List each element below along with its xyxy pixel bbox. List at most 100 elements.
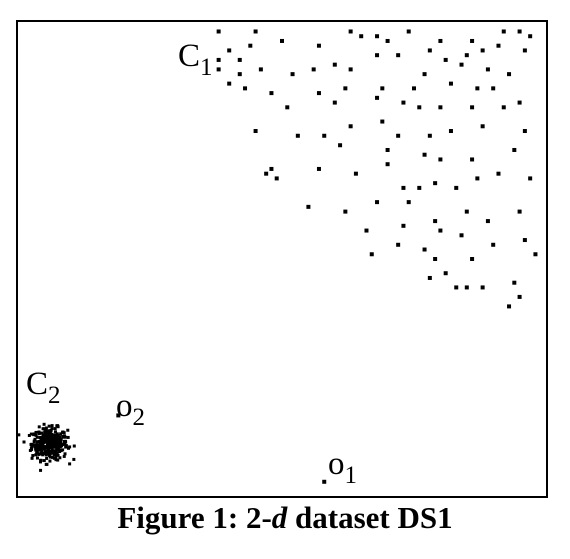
- point-c2: [72, 444, 76, 448]
- point-c1: [464, 53, 469, 58]
- point-c1: [491, 242, 496, 247]
- point-c2: [35, 456, 39, 460]
- point-c2: [43, 430, 47, 434]
- point-c1: [216, 67, 221, 72]
- point-c1: [454, 185, 459, 190]
- annotations: C1 C2 o2 o1: [26, 38, 357, 489]
- point-c1: [448, 129, 453, 134]
- point-c1: [343, 209, 348, 214]
- point-c2: [54, 435, 58, 439]
- point-c1: [406, 29, 411, 34]
- point-c2: [44, 426, 48, 430]
- point-c1: [438, 157, 443, 162]
- point-c1: [264, 171, 269, 176]
- point-c1: [280, 38, 284, 43]
- point-c2: [50, 432, 54, 436]
- annotation-o2: o2: [116, 388, 145, 431]
- point-c2: [43, 439, 47, 443]
- point-c1: [401, 223, 406, 228]
- point-c2: [47, 451, 51, 455]
- point-c1: [522, 129, 527, 134]
- point-c2: [57, 435, 61, 439]
- point-c1: [338, 143, 343, 148]
- point-c2: [32, 432, 36, 436]
- point-c1: [295, 133, 300, 138]
- point-c1: [243, 86, 248, 91]
- annotation-o1: o1: [328, 446, 357, 489]
- point-c2: [54, 458, 58, 462]
- point-c1: [427, 275, 432, 280]
- point-c1: [464, 209, 469, 214]
- point-c2: [37, 430, 41, 434]
- point-c2: [57, 444, 61, 448]
- point-c2: [52, 449, 56, 453]
- point-c2: [48, 446, 52, 450]
- point-c1: [417, 185, 422, 190]
- point-c2: [30, 445, 34, 449]
- point-c1: [396, 133, 401, 138]
- point-c2: [53, 427, 57, 431]
- point-c2: [35, 443, 39, 447]
- point-c1: [385, 147, 390, 152]
- point-c2: [54, 454, 58, 458]
- point-c2: [27, 433, 31, 437]
- point-c1: [227, 48, 232, 53]
- point-c1: [353, 171, 358, 176]
- point-c1: [501, 105, 506, 110]
- point-c2: [29, 432, 33, 436]
- point-c1: [496, 171, 501, 176]
- point-c1: [480, 285, 485, 290]
- point-c1: [316, 166, 321, 171]
- point-c2: [34, 430, 38, 434]
- point-c2: [46, 442, 50, 446]
- point-c1: [485, 67, 490, 72]
- point-c1: [427, 48, 432, 53]
- point-c1: [375, 200, 380, 205]
- point-c2: [34, 453, 38, 457]
- point-o1: [322, 479, 327, 484]
- point-c2: [55, 432, 59, 436]
- point-c2: [37, 432, 41, 436]
- point-c1: [385, 38, 390, 43]
- point-c1: [427, 133, 432, 138]
- figure-caption: Figure 1: 2-d dataset DS1: [0, 500, 570, 536]
- point-c2: [50, 427, 54, 431]
- point-c1: [401, 100, 406, 105]
- caption-suffix: dataset DS1: [287, 500, 453, 535]
- point-c1: [422, 247, 427, 252]
- point-c2: [45, 456, 49, 460]
- point-c2: [59, 439, 63, 443]
- point-c1: [396, 53, 401, 58]
- point-c1: [517, 209, 522, 214]
- point-c1: [401, 185, 406, 190]
- point-c2: [40, 452, 44, 456]
- point-c2: [72, 457, 76, 461]
- point-c1: [443, 57, 448, 62]
- point-c2: [54, 439, 58, 443]
- point-c2: [44, 430, 48, 434]
- point-c2: [50, 436, 54, 440]
- point-c2: [61, 434, 65, 438]
- point-c2: [56, 458, 60, 462]
- caption-prefix: Figure 1: 2-: [117, 500, 272, 535]
- point-c1: [316, 91, 321, 96]
- point-c2: [53, 430, 57, 434]
- point-c2: [44, 453, 48, 457]
- point-c2: [34, 447, 38, 451]
- point-c1: [348, 124, 353, 129]
- point-c1: [533, 252, 538, 257]
- point-c1: [348, 29, 353, 34]
- point-c2: [48, 455, 52, 459]
- point-c2: [42, 422, 46, 426]
- point-c2: [56, 434, 60, 438]
- point-c1: [470, 105, 475, 110]
- point-c2: [31, 454, 35, 458]
- point-c2: [58, 449, 62, 453]
- point-c1: [258, 67, 263, 72]
- point-c1: [459, 233, 464, 238]
- point-c1: [253, 129, 258, 134]
- point-c2: [66, 428, 70, 432]
- point-c1: [517, 100, 522, 105]
- point-c1: [380, 86, 385, 91]
- point-c1: [470, 38, 475, 43]
